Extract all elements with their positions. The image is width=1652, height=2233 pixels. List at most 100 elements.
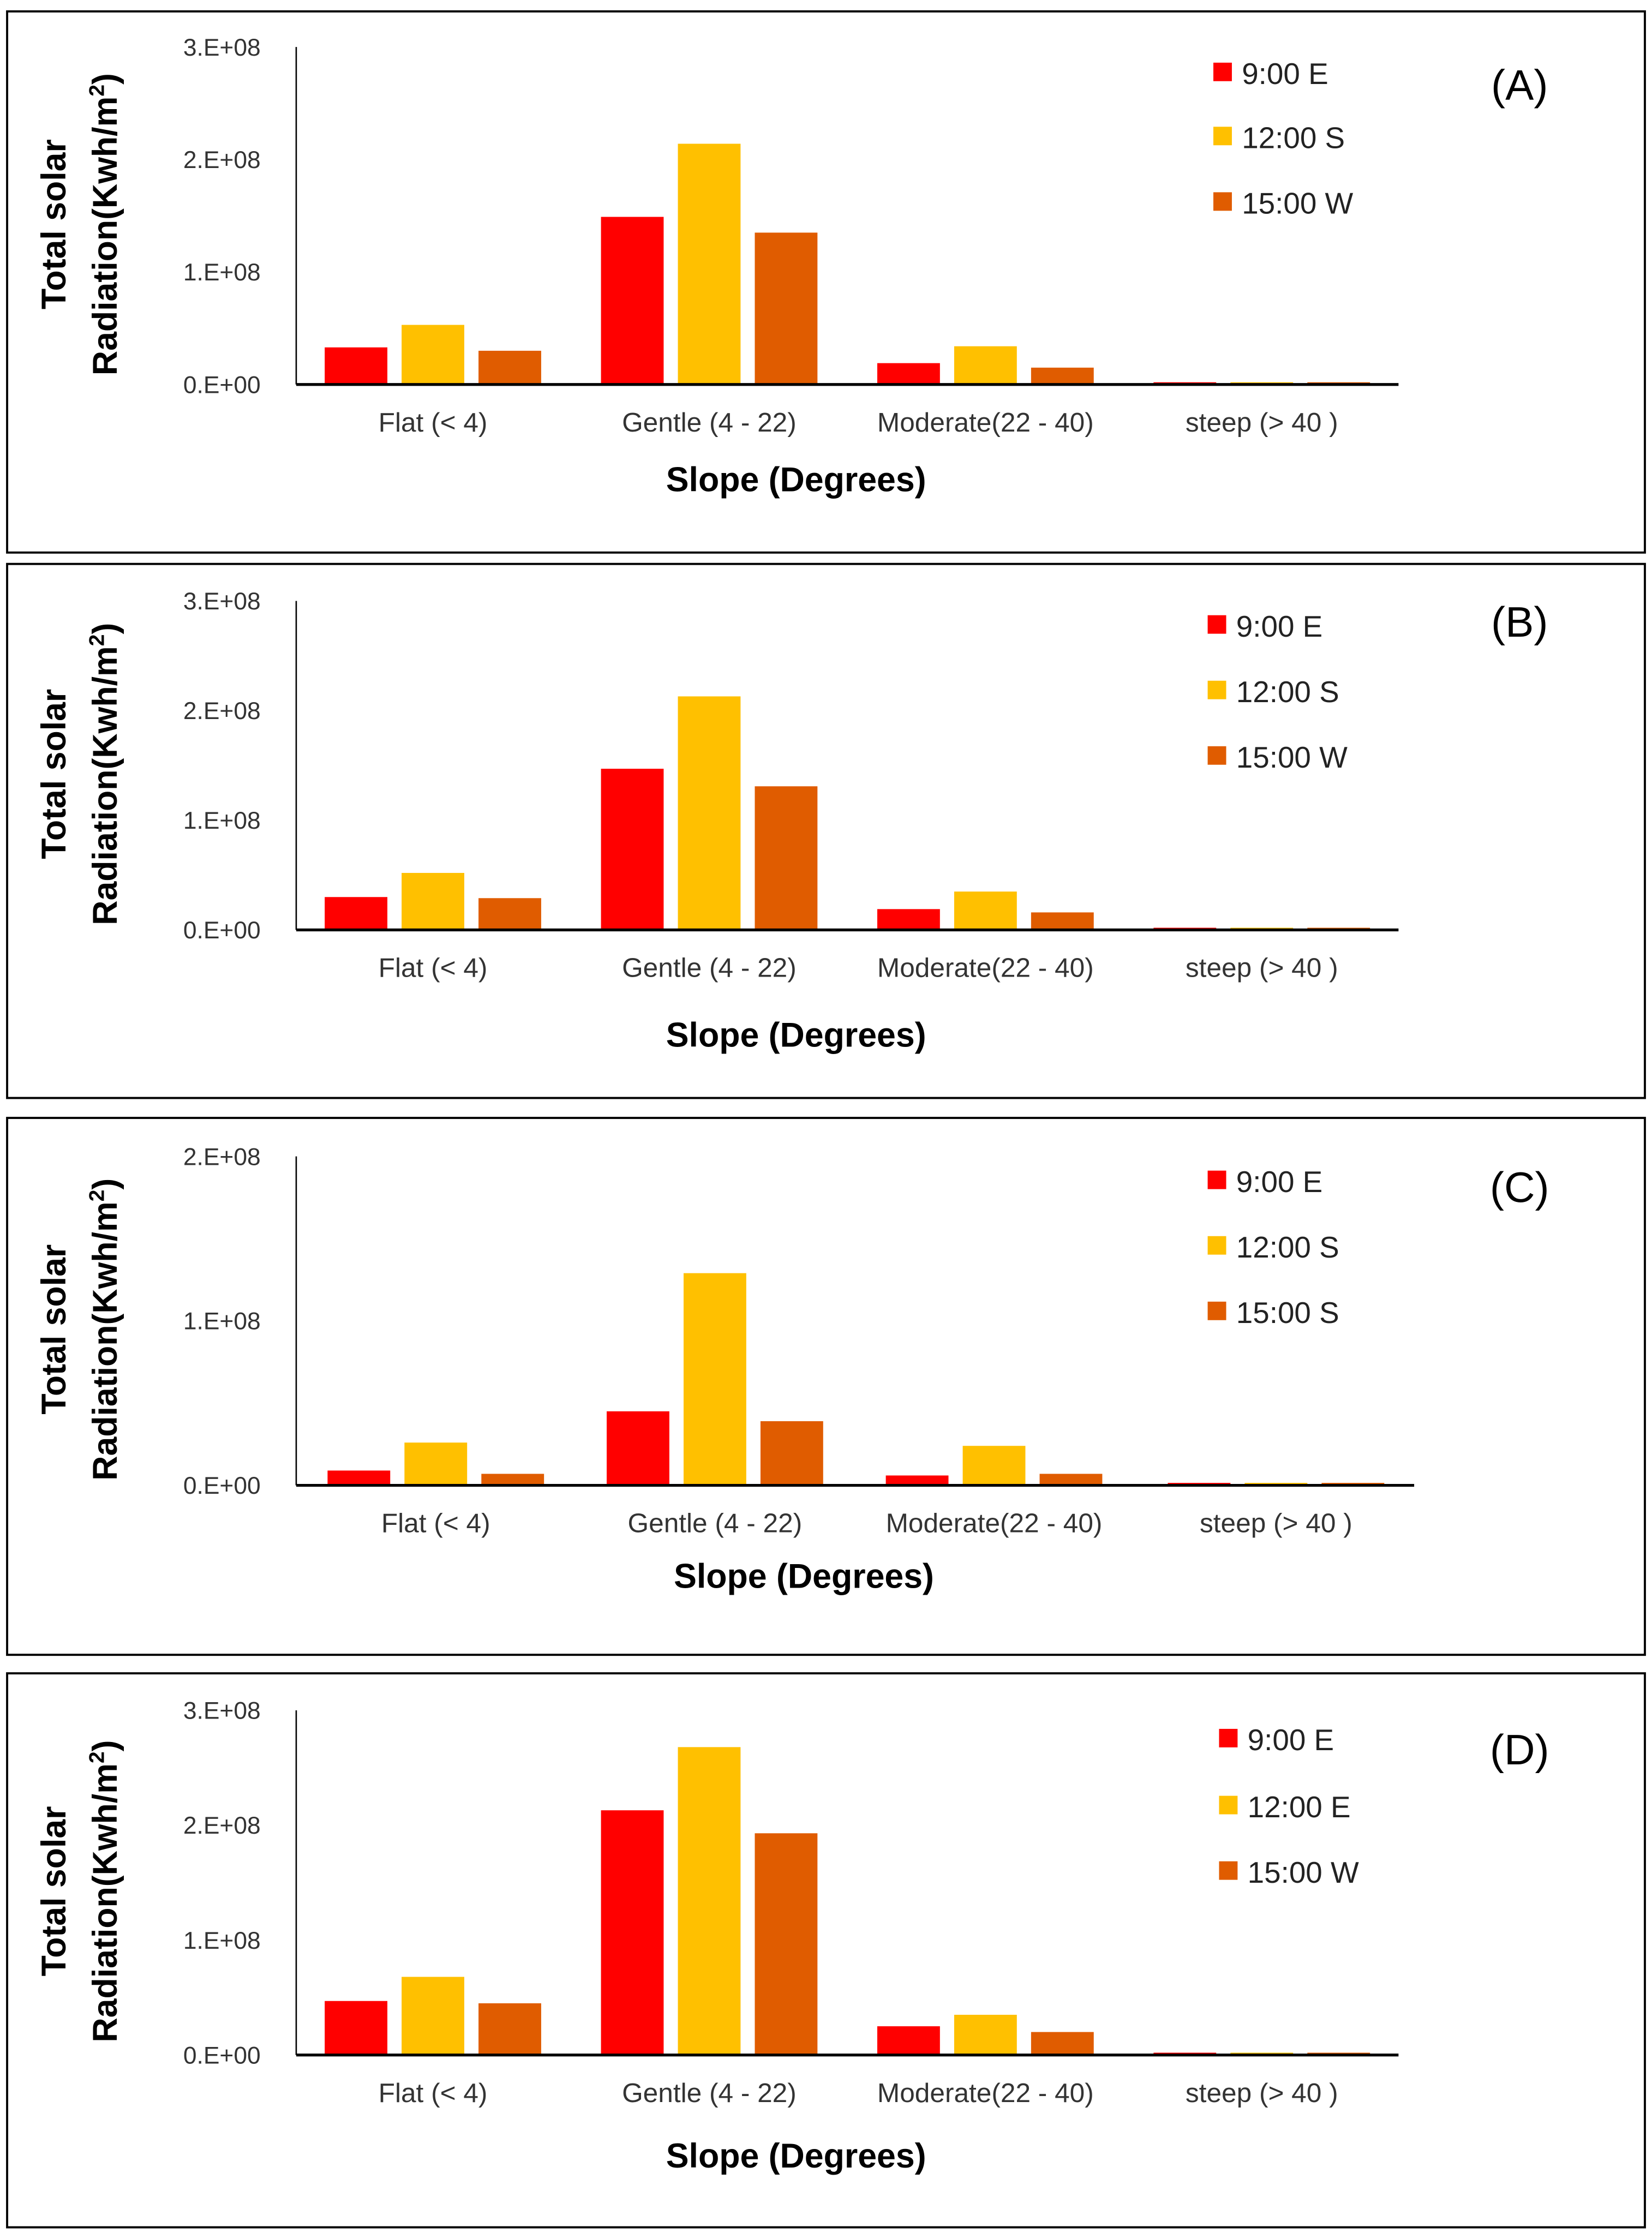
legend-swatch	[1213, 62, 1232, 81]
panel-border	[6, 562, 1646, 1099]
y-axis-title-close: )	[86, 623, 124, 634]
legend-label: 9:00 E	[1248, 1723, 1334, 1757]
y-tick-label: 2.E+08	[183, 147, 261, 173]
legend-label: 15:00 W	[1248, 1855, 1359, 1889]
bar-12-00-e-2	[954, 2015, 1017, 2055]
y-tick-label: 3.E+08	[183, 1698, 261, 1725]
y-axis-title-text: Radiation(Kwh/m	[86, 1763, 124, 2042]
y-axis-title: Total solar Radiation(Kwh/m2)	[35, 73, 124, 375]
y-tick-label: 0.E+00	[183, 372, 261, 398]
y-tick-label: 0.E+00	[183, 2042, 261, 2069]
bar-9-00-e-2	[877, 363, 940, 385]
x-tick-label: Flat (< 4)	[381, 1508, 490, 1538]
y-axis-title-line1: Total solar	[35, 139, 73, 309]
legend-label: 12:00 S	[1242, 121, 1345, 154]
legend-label: 9:00 E	[1236, 609, 1322, 643]
bar-12-00-s-0	[402, 325, 464, 385]
bar-9-00-e-1	[607, 1411, 669, 1486]
legend-swatch	[1207, 615, 1226, 634]
legend-swatch	[1207, 1236, 1226, 1255]
y-axis-title: Total solar Radiation(Kwh/m2)	[35, 1178, 124, 1481]
y-axis-title-superscript: 2	[86, 1190, 109, 1202]
bar-15-00-w-0	[478, 2003, 541, 2055]
bar-15-00-s-0	[481, 1474, 544, 1486]
bar-15-00-w-1	[755, 1833, 818, 2055]
bar-12-00-s-0	[404, 1442, 468, 1486]
panel-border	[6, 10, 1646, 554]
legend-label: 12:00 S	[1236, 1230, 1339, 1264]
y-axis-title-line1: Total solar	[35, 1244, 73, 1415]
x-tick-label: Moderate(22 - 40)	[886, 1508, 1103, 1538]
panel-border	[6, 1672, 1646, 2229]
y-axis-title-line2: Radiation(Kwh/m2)	[86, 1740, 124, 2042]
x-axis-title: Slope (Degrees)	[666, 461, 926, 499]
y-axis-title-close: )	[86, 1178, 124, 1190]
y-axis-title-superscript: 2	[86, 1751, 109, 1763]
y-axis-title-line1: Total solar	[35, 1806, 73, 1977]
y-axis-title-superscript: 2	[86, 634, 109, 646]
bar-9-00-e-2	[885, 1475, 949, 1486]
y-tick-label: 1.E+08	[183, 1308, 261, 1335]
x-tick-label: Moderate(22 - 40)	[877, 2078, 1094, 2108]
panel-label: (C)	[1490, 1163, 1549, 1211]
legend-label: 15:00 W	[1242, 187, 1353, 220]
legend-swatch	[1213, 127, 1232, 146]
bar-9-00-e-0	[325, 897, 388, 930]
panel-label: (A)	[1491, 61, 1548, 109]
legend-swatch	[1207, 1170, 1226, 1189]
chart-panel-c: 0.E+00 1.E+08 2.E+08 Flat (< 4) Gentle (4 - …	[6, 1117, 1646, 1656]
bar-15-00-s-1	[760, 1421, 823, 1486]
x-axis-title: Slope (Degrees)	[666, 2137, 926, 2175]
legend-label: 9:00 E	[1236, 1165, 1322, 1199]
bar-15-00-w-2	[1031, 367, 1094, 385]
x-tick-label: Moderate(22 - 40)	[877, 953, 1094, 983]
x-tick-label: Gentle (4 - 22)	[622, 407, 797, 438]
chart-panel-d: 0.E+00 1.E+08 2.E+08 3.E+08 Flat (< 4) Gentle…	[6, 1672, 1646, 2229]
bar-15-00-w-1	[755, 232, 818, 385]
panel-label: (B)	[1491, 598, 1548, 646]
legend-label: 9:00 E	[1242, 57, 1328, 91]
bar-9-00-e-2	[877, 909, 940, 930]
x-tick-label: steep (> 40 )	[1186, 407, 1338, 438]
x-axis-title: Slope (Degrees)	[674, 1558, 934, 1596]
y-tick-label: 1.E+08	[183, 807, 261, 834]
y-axis-title-close: )	[86, 1740, 124, 1751]
x-tick-label: steep (> 40 )	[1186, 953, 1338, 983]
bar-15-00-w-0	[478, 898, 541, 930]
bar-12-00-s-2	[954, 891, 1017, 930]
y-axis-title-line2: Radiation(Kwh/m2)	[86, 73, 124, 375]
legend: 9:00 E 12:00 S 15:00 S	[1207, 1165, 1339, 1330]
x-tick-label: Flat (< 4)	[379, 953, 488, 983]
bar-12-00-s-2	[954, 346, 1017, 385]
bar-15-00-w-2	[1031, 912, 1094, 930]
bar-12-00-s-1	[683, 1273, 746, 1486]
bar-15-00-w-1	[755, 786, 818, 930]
y-axis-title-line2: Radiation(Kwh/m2)	[86, 1178, 124, 1481]
y-axis-title-line2: Radiation(Kwh/m2)	[86, 623, 124, 925]
legend-swatch	[1219, 1728, 1238, 1747]
legend-label: 15:00 S	[1236, 1296, 1339, 1330]
bar-15-00-w-2	[1031, 2032, 1094, 2055]
legend: 9:00 E 12:00 S 15:00 W	[1213, 57, 1354, 220]
panel-border	[6, 1117, 1646, 1656]
panel-label: (D)	[1490, 1726, 1549, 1774]
bar-9-00-e-1	[601, 769, 664, 930]
y-tick-label: 2.E+08	[183, 1812, 261, 1839]
bar-9-00-e-0	[325, 347, 388, 385]
bar-12-00-s-0	[402, 873, 464, 930]
legend: 9:00 E 12:00 E 15:00 W	[1219, 1723, 1359, 1889]
x-axis-title: Slope (Degrees)	[666, 1016, 926, 1055]
y-axis-title-text: Radiation(Kwh/m	[86, 1201, 124, 1480]
y-axis-title: Total solar Radiation(Kwh/m2)	[35, 623, 124, 925]
bar-15-00-s-2	[1039, 1474, 1103, 1486]
legend-label: 12:00 S	[1236, 675, 1339, 709]
y-tick-label: 3.E+08	[183, 34, 261, 61]
legend-label: 15:00 W	[1236, 740, 1348, 774]
x-tick-label: Gentle (4 - 22)	[622, 953, 797, 983]
bar-12-00-e-0	[402, 1977, 464, 2055]
legend-swatch	[1207, 1301, 1226, 1320]
y-tick-label: 3.E+08	[183, 588, 261, 615]
y-axis-title-close: )	[86, 73, 124, 85]
legend-swatch	[1219, 1861, 1238, 1880]
